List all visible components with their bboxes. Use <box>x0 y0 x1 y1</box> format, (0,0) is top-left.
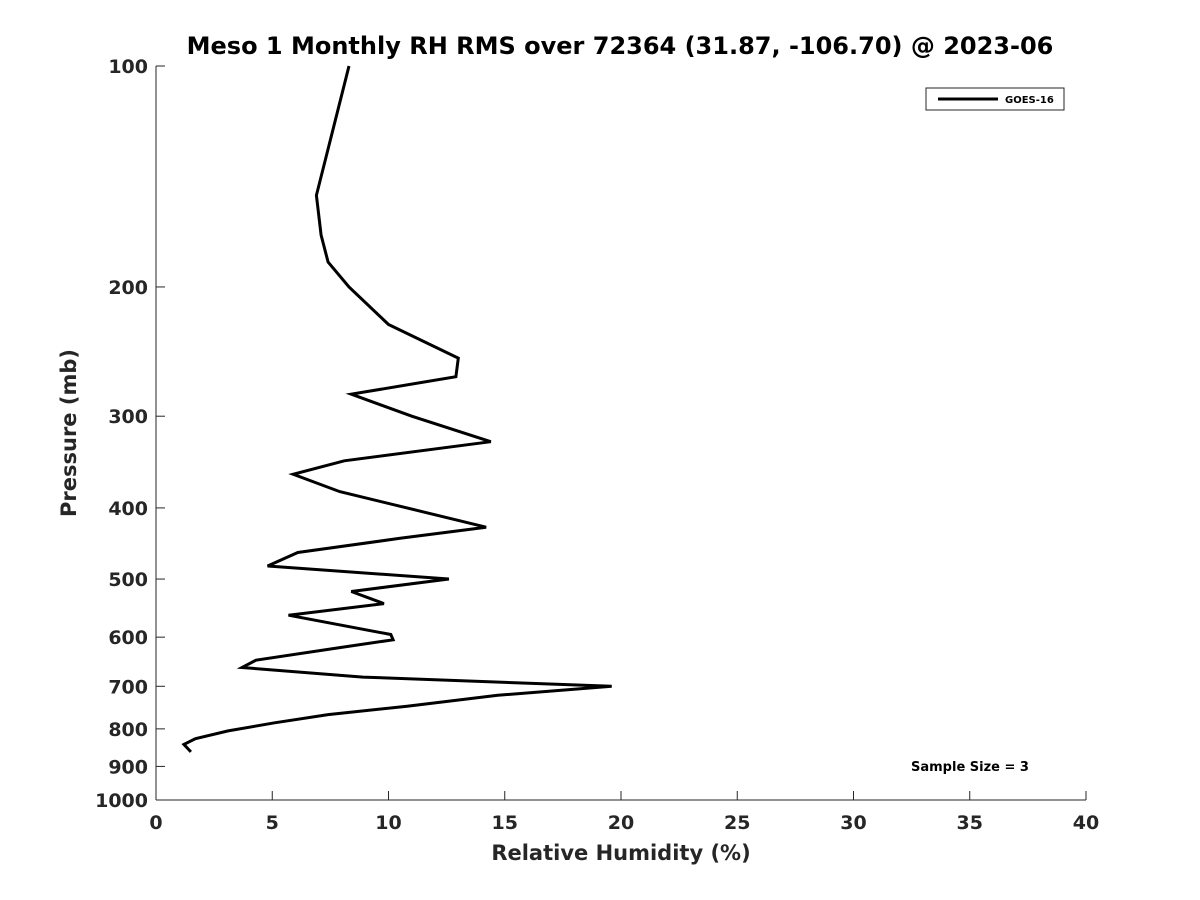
x-tick-label: 40 <box>1073 812 1099 834</box>
y-tick-label: 700 <box>108 676 148 698</box>
x-tick-label: 35 <box>957 812 983 834</box>
y-axis-label: Pressure (mb) <box>57 349 81 517</box>
y-tick-label: 1000 <box>95 790 148 812</box>
legend-label-goes-16: GOES-16 <box>1005 95 1054 106</box>
y-tick-label: 300 <box>108 406 148 428</box>
y-tick-label: 400 <box>108 498 148 520</box>
series-line-goes-16 <box>181 65 612 753</box>
y-ticks: 100 200 300 400 500 600 700 800 900 1000 <box>95 56 165 812</box>
x-tick-label: 0 <box>149 812 162 834</box>
x-tick-label: 25 <box>724 812 750 834</box>
x-axis-label: Relative Humidity (%) <box>491 841 750 865</box>
y-tick-label: 500 <box>108 569 148 591</box>
x-tick-label: 15 <box>492 812 518 834</box>
x-tick-label: 10 <box>375 812 401 834</box>
x-tick-label: 20 <box>608 812 634 834</box>
y-tick-label: 900 <box>108 756 148 778</box>
y-tick-label: 100 <box>108 56 148 78</box>
x-ticks: 0 5 10 15 20 25 30 35 40 <box>149 791 1099 834</box>
x-tick-label: 30 <box>840 812 866 834</box>
y-tick-label: 800 <box>108 719 148 741</box>
sample-size-annotation: Sample Size = 3 <box>911 760 1029 775</box>
legend: GOES-16 <box>925 87 1065 111</box>
y-tick-label: 600 <box>108 627 148 649</box>
plot-area: 0 5 10 15 20 25 30 35 40 100 200 300 400 500 600 700 80… <box>95 56 1099 834</box>
x-tick-label: 5 <box>266 812 279 834</box>
series-layer <box>181 65 612 753</box>
y-tick-label: 200 <box>108 277 148 299</box>
chart-title: Meso 1 Monthly RH RMS over 72364 (31.87,… <box>187 32 1054 60</box>
